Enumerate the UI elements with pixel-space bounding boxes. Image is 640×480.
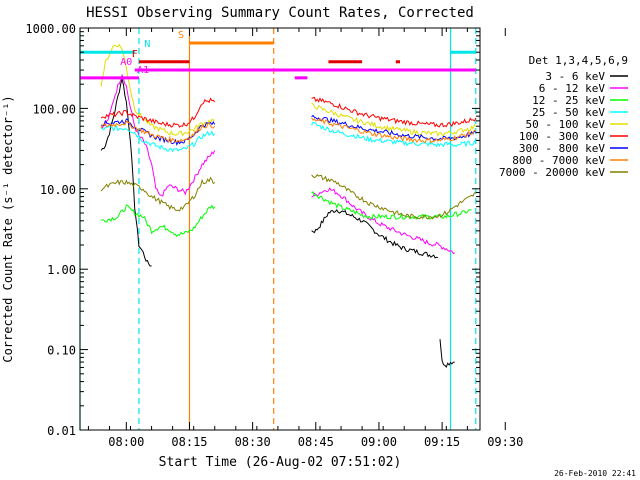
flag-label-N: N — [144, 39, 150, 50]
x-axis-label: Start Time (26-Aug-02 07:51:02) — [159, 455, 402, 470]
y-tick-label-4: 100.00 — [33, 102, 76, 116]
series-3 — [100, 121, 477, 153]
x-tick-label-5: 09:15 — [424, 435, 460, 449]
plot-frame — [79, 27, 481, 431]
x-tick-label-3: 08:45 — [298, 435, 334, 449]
series-1-segment-0 — [100, 73, 216, 197]
legend-label-1: 6 - 12 keV — [539, 82, 606, 95]
y-tick-label-5: 1000.00 — [25, 22, 76, 36]
x-tick-label-0: 08:00 — [108, 435, 144, 449]
legend-label-5: 100 - 300 keV — [519, 130, 605, 143]
y-tick-label-3: 10.00 — [40, 183, 76, 197]
x-tick-label-4: 09:00 — [361, 435, 397, 449]
flag-label-A0: A0 — [120, 57, 132, 68]
legend-label-6: 300 - 800 keV — [519, 142, 605, 155]
chart-title: HESSI Observing Summary Count Rates, Cor… — [86, 5, 474, 21]
legend-label-2: 12 - 25 keV — [532, 94, 605, 107]
series-3-segment-0 — [100, 125, 216, 153]
series-lines — [100, 43, 477, 368]
x-tick-label-1: 08:15 — [171, 435, 207, 449]
series-5-segment-0 — [100, 97, 216, 128]
legend-title: Det 1,3,4,5,6,9 — [529, 54, 628, 67]
flag-label-A1: A1 — [137, 65, 149, 76]
series-7 — [100, 117, 477, 144]
x-tick-label-6: 09:30 — [487, 435, 523, 449]
series-5 — [100, 96, 477, 128]
series-0-segment-0 — [100, 78, 152, 267]
series-8 — [100, 174, 476, 220]
footer-timestamp: 26-Feb-2010 22:41 — [554, 469, 636, 478]
series-7-segment-0 — [100, 119, 216, 144]
series-4-segment-1 — [311, 102, 477, 138]
series-0-segment-1 — [311, 209, 438, 259]
series-5-segment-1 — [311, 96, 477, 128]
series-1-segment-1 — [311, 187, 455, 255]
series-8-segment-1 — [311, 174, 476, 220]
flag-label-S: S — [178, 30, 184, 41]
series-7-segment-1 — [311, 117, 477, 144]
legend-label-7: 800 - 7000 keV — [512, 154, 605, 167]
legend-label-8: 7000 - 20000 keV — [499, 166, 605, 179]
series-4-segment-0 — [100, 43, 215, 137]
flag-label-F: F — [132, 49, 138, 60]
series-1 — [100, 73, 455, 255]
series-4 — [100, 43, 477, 138]
y-tick-label-2: 1.00 — [47, 263, 76, 277]
y-tick-label-0: 0.01 — [47, 424, 76, 438]
flag-bars: N S FA0 A1 — [80, 30, 476, 80]
series-2-segment-1 — [311, 191, 472, 221]
series-3-segment-1 — [311, 121, 477, 148]
series-2-segment-0 — [100, 204, 216, 238]
axes: 0.01 0.10 1.00 10.00 100.00 1000.00 08:00 08:15… — [25, 22, 523, 449]
series-6-segment-0 — [100, 118, 216, 147]
x-tick-label-2: 08:30 — [235, 435, 271, 449]
legend-label-0: 3 - 6 keV — [545, 70, 605, 83]
series-0-segment-2 — [439, 339, 455, 368]
series-8-segment-0 — [100, 176, 216, 212]
vertical-markers — [79, 28, 477, 430]
legend-label-4: 50 - 100 keV — [526, 118, 606, 131]
legend-label-3: 25 - 50 keV — [532, 106, 605, 119]
series-2 — [100, 191, 472, 238]
y-tick-label-1: 0.10 — [47, 344, 76, 358]
series-0 — [100, 78, 455, 368]
y-axis-label: Corrected Count Rate (s⁻¹ detector⁻¹) — [1, 95, 15, 362]
